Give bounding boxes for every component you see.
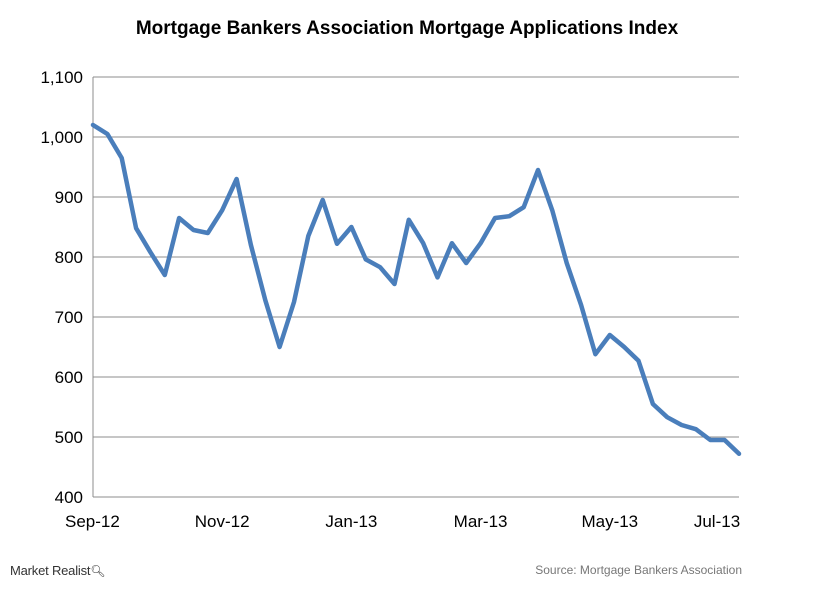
series-line <box>90 122 742 457</box>
source-note: Source: Mortgage Bankers Association <box>535 563 742 577</box>
brand-name: Market Realist <box>10 563 91 578</box>
x-tick-label: May-13 <box>581 512 638 531</box>
x-tick-label: Jul-13 <box>694 512 740 531</box>
y-tick-label: 1,100 <box>40 68 83 87</box>
x-tick-label: Sep-12 <box>65 512 120 531</box>
y-tick-label: 600 <box>55 368 83 387</box>
chart-title: Mortgage Bankers Association Mortgage Ap… <box>135 18 679 39</box>
y-tick-label: 1,000 <box>40 128 83 147</box>
y-tick-label: 900 <box>55 188 83 207</box>
y-tick-label: 500 <box>55 428 83 447</box>
x-tick-label: Jan-13 <box>325 512 377 531</box>
y-tick-label: 800 <box>55 248 83 267</box>
y-tick-label: 700 <box>55 308 83 327</box>
brand-logo: Market Realist🔍︎ <box>10 563 106 578</box>
magnifier-icon: 🔍︎ <box>90 564 106 578</box>
y-tick-label: 400 <box>55 488 83 507</box>
x-tick-label: Mar-13 <box>454 512 508 531</box>
x-tick-label: Nov-12 <box>195 512 250 531</box>
